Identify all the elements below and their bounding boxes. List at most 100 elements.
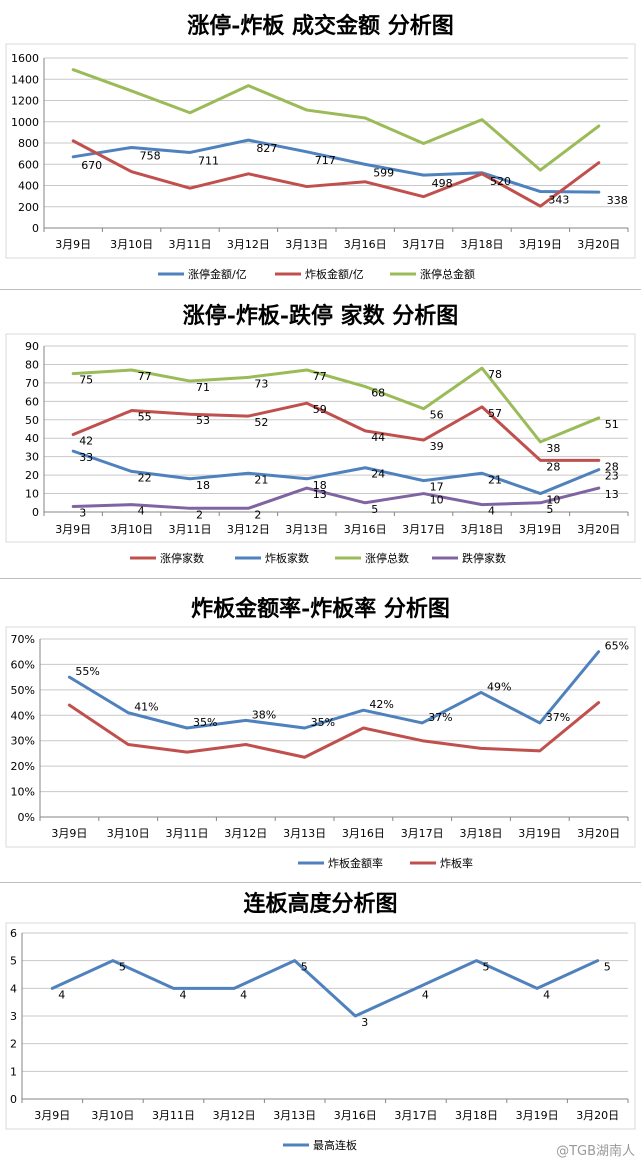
data-label: 18 xyxy=(313,479,327,492)
chart-4-svg: 0 1 2 3 4 5 6 3月9日 3月10日 3月11日 3月12日 3月13日 3月16日 3月17… xyxy=(5,922,636,1152)
x-tick-label: 3月16日 xyxy=(342,827,385,840)
data-label: 77 xyxy=(138,370,152,383)
y-tick-label: 0 xyxy=(32,506,39,519)
y-tick-label: 4 xyxy=(10,982,17,995)
divider-3 xyxy=(0,882,641,883)
legend-label: 涨停总金额 xyxy=(420,267,475,281)
x-tick-label: 3月20日 xyxy=(577,523,620,536)
series-line-2 xyxy=(71,139,601,208)
data-label: 75 xyxy=(79,374,93,387)
y-tick-label: 5 xyxy=(10,955,17,968)
data-label: 59 xyxy=(313,403,327,416)
data-label: 33 xyxy=(79,451,93,464)
x-tick-label: 3月20日 xyxy=(576,1109,619,1122)
series-line-2 xyxy=(67,701,601,759)
data-label: 65% xyxy=(605,640,629,653)
x-tick-label: 3月12日 xyxy=(227,523,270,536)
data-label: 41% xyxy=(134,701,158,714)
data-label: 23 xyxy=(605,470,619,483)
y-tick-label: 20% xyxy=(11,760,35,773)
watermark-text: @TGB湖南人 xyxy=(556,1144,635,1159)
y-tick-label: 10 xyxy=(25,488,39,501)
data-label: 3 xyxy=(79,506,86,519)
y-tick-label: 20 xyxy=(25,469,39,482)
data-label: 42 xyxy=(79,435,93,448)
data-label: 73 xyxy=(254,377,268,390)
series-line-3 xyxy=(71,68,601,172)
data-label: 4 xyxy=(180,988,187,1001)
data-label: 44 xyxy=(371,431,385,444)
data-label: 55 xyxy=(138,411,152,424)
chart-title-2: 涨停-炸板-跌停 家数 分析图 xyxy=(182,303,459,329)
x-tick-label: 3月19日 xyxy=(516,1109,559,1122)
chart-frame xyxy=(5,333,636,543)
series-line-1 xyxy=(71,401,601,462)
divider-2 xyxy=(0,578,641,579)
y-tick-label: 60% xyxy=(11,658,35,671)
legend-label: 涨停家数 xyxy=(160,551,204,565)
y-tick-label: 800 xyxy=(18,137,39,150)
data-label: 2 xyxy=(254,508,261,521)
legend-label: 跌停家数 xyxy=(462,551,506,565)
data-label: 4 xyxy=(543,988,550,1001)
x-tick-label: 3月9日 xyxy=(51,827,87,840)
x-tick-label: 3月11日 xyxy=(166,827,209,840)
x-tick-label: 3月11日 xyxy=(169,238,212,251)
data-label: 35% xyxy=(193,716,217,729)
x-tick-label: 3月12日 xyxy=(227,238,270,251)
x-tick-label: 3月16日 xyxy=(344,523,387,536)
data-label: 13 xyxy=(605,488,619,501)
x-tick-label: 3月19日 xyxy=(518,827,561,840)
chart-title-4: 连板高度分析图 xyxy=(243,891,398,917)
y-tick-label: 30 xyxy=(25,451,39,464)
y-tick-label: 50 xyxy=(25,414,39,427)
y-tick-label: 0 xyxy=(10,1093,17,1106)
chart-panel-2: 涨停-炸板-跌停 家数 分析图 0 10 20 30 40 50 60 70 80 90 3月9日 3… xyxy=(0,290,641,577)
data-label: 21 xyxy=(254,473,268,486)
x-tick-label: 3月10日 xyxy=(107,827,150,840)
x-tick-label: 3月13日 xyxy=(285,523,328,536)
x-tick-label: 3月12日 xyxy=(213,1109,256,1122)
chart-3-svg: 0% 10% 20% 30% 40% 50% 60% 70% 3月9日 3月10日 3月11日 3月1… xyxy=(5,626,636,870)
data-label: 28 xyxy=(546,460,560,473)
data-label: 498 xyxy=(432,177,453,190)
data-label: 5 xyxy=(604,961,611,974)
data-label: 10 xyxy=(430,494,444,507)
chart-panel-1: 涨停-炸板 成交金额 分析图 0 200 400 600 800 1000 1200 1400… xyxy=(0,0,641,288)
data-label: 10 xyxy=(546,494,560,507)
x-tick-label: 3月10日 xyxy=(110,238,153,251)
x-tick-label: 3月16日 xyxy=(344,238,387,251)
data-label: 3 xyxy=(361,1016,368,1029)
x-tick-label: 3月9日 xyxy=(55,523,91,536)
data-label: 39 xyxy=(430,440,444,453)
data-label: 22 xyxy=(138,471,152,484)
data-label: 78 xyxy=(488,368,502,381)
x-tick-label: 3月19日 xyxy=(519,523,562,536)
legend-label: 炸板家数 xyxy=(265,551,309,565)
data-label: 338 xyxy=(607,194,628,207)
x-tick-label: 3月11日 xyxy=(152,1109,195,1122)
chart-2-svg: 0 10 20 30 40 50 60 70 80 90 3月9日 3月10日 3月11日 3月12日 3月… xyxy=(5,333,636,565)
x-tick-label: 3月20日 xyxy=(577,238,620,251)
y-tick-label: 400 xyxy=(18,180,39,193)
y-tick-label: 6 xyxy=(10,927,17,940)
chart-panel-3: 炸板金额率-炸板率 分析图 0% 10% 20% 30% 40% 50% 60% 70% 3月9… xyxy=(0,579,641,879)
data-label: 4 xyxy=(58,988,65,1001)
data-label: 57 xyxy=(488,407,502,420)
data-label: 5 xyxy=(483,961,490,974)
chart-title-3: 炸板金额率-炸板率 分析图 xyxy=(191,596,450,622)
data-label: 37% xyxy=(428,711,452,724)
data-label: 24 xyxy=(371,468,385,481)
y-tick-label: 0 xyxy=(32,222,39,235)
x-tick-label: 3月9日 xyxy=(34,1109,70,1122)
data-label: 5 xyxy=(301,961,308,974)
chart-panel-4: 连板高度分析图 0 1 2 3 4 5 6 3月9日 3月10日 3月11日 3月12日 3月13日 3… xyxy=(0,883,641,1163)
chart-frame xyxy=(5,43,636,259)
chart-1-svg: 0 200 400 600 800 1000 1200 1400 1600 3月9日 3月10日 3月… xyxy=(5,43,636,281)
y-tick-label: 40% xyxy=(11,709,35,722)
chart-title-1: 涨停-炸板 成交金额 分析图 xyxy=(187,13,454,39)
y-tick-label: 1000 xyxy=(11,116,39,129)
y-tick-label: 30% xyxy=(11,735,35,748)
x-tick-label: 3月10日 xyxy=(91,1109,134,1122)
x-tick-label: 3月19日 xyxy=(519,238,562,251)
